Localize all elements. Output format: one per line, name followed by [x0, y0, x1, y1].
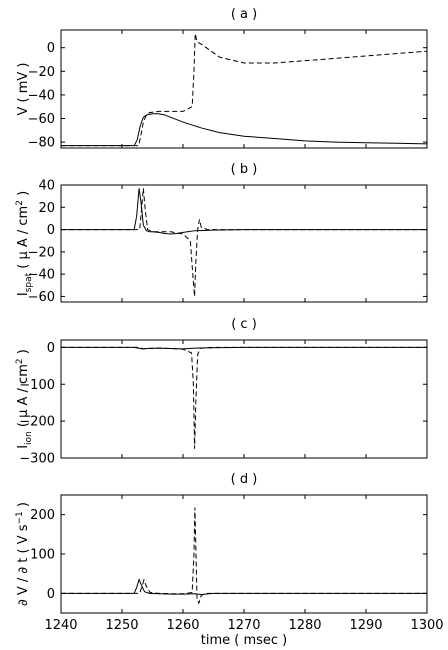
series-line-dashed [61, 33, 427, 147]
y-tick-label: −20 [28, 65, 55, 80]
y-tick-label: 0 [47, 341, 55, 356]
ylabel-main: ∂ V / ∂ t ( V s [16, 524, 31, 606]
panel-b: ( b ) −60 −40 −20 0 20 40 Ispat ( μ A / cm2 ) [15, 162, 428, 305]
ylabel-sup: 2 [15, 200, 25, 206]
series-line-solid [61, 113, 427, 147]
y-tick-label: −80 [28, 136, 55, 151]
series-line-dashed [61, 507, 427, 605]
y-tick-label: −40 [28, 88, 55, 103]
axes-frame [60, 339, 428, 459]
ylabel-sub: spat [24, 272, 34, 292]
y-tick-label: 20 [38, 201, 55, 216]
x-tick-label: 1240 [44, 618, 77, 633]
x-tick-label: 1270 [227, 618, 260, 633]
x-tick-label: 1280 [288, 618, 321, 633]
series-line-solid [61, 578, 427, 596]
ylabel-sub: ion [24, 431, 34, 445]
y-tick-label: 200 [30, 508, 55, 523]
y-axis-label: Iion ( μ A / cm2 ) [15, 349, 34, 449]
ylabel-rest: ( μ A / cm [16, 364, 31, 431]
axes-frame [60, 494, 428, 614]
series-line-dashed [61, 188, 427, 297]
y-tick-label: 0 [47, 41, 55, 56]
ylabel-sup: 2 [15, 358, 25, 364]
y-tick-label: −60 [28, 112, 55, 127]
ylabel-rest: ( μ A / cm [16, 206, 31, 273]
ylabel-main: I [16, 445, 31, 449]
y-axis-label: ∂ V / ∂ t ( V s−1 ) [15, 502, 31, 606]
series-line-solid [61, 188, 427, 235]
y-axis-label: Ispat ( μ A / cm2 ) [15, 191, 34, 296]
panel-a: ( a ) −80 −60 −40 −20 0 V ( mV ) [16, 7, 428, 151]
x-tick-label: 1250 [105, 618, 138, 633]
panel-c: ( c ) −300 −200 −100 0 Iion ( μ A / cm2 ) [15, 317, 428, 467]
y-tick-label: 0 [47, 223, 55, 238]
ylabel-sup: −1 [15, 511, 25, 524]
y-tick-label: 40 [38, 179, 55, 194]
y-tick-label: −60 [28, 290, 55, 305]
x-tick-label: 1290 [349, 618, 382, 633]
y-tick-label: −100 [19, 378, 55, 393]
y-tick-label: −300 [19, 452, 55, 467]
y-tick-label: 100 [30, 548, 55, 563]
panel-title: ( b ) [231, 162, 258, 177]
series-line-dashed [61, 346, 427, 449]
ylabel-end: ) [16, 191, 31, 200]
x-tick-label: 1300 [410, 618, 443, 633]
panel-d: ( d ) 1240 1250 1260 1270 1280 1290 1300 0 100 200… [15, 472, 444, 648]
panel-title: ( a ) [231, 7, 257, 22]
ylabel-end: ) [16, 502, 31, 511]
y-tick-label: −20 [28, 245, 55, 260]
panel-title: ( d ) [231, 472, 258, 487]
ylabel-end: ) [16, 349, 31, 358]
y-axis-label: V ( mV ) [16, 63, 31, 116]
x-axis-label: time ( msec ) [201, 633, 288, 648]
y-tick-label: −40 [28, 268, 55, 283]
axes-frame [60, 184, 428, 303]
x-tick-label: 1260 [166, 618, 199, 633]
panel-title: ( c ) [231, 317, 257, 332]
axes-frame [60, 29, 428, 149]
ylabel-main: I [16, 292, 31, 296]
y-tick-label: −200 [19, 415, 55, 430]
y-tick-label: 0 [47, 587, 55, 602]
